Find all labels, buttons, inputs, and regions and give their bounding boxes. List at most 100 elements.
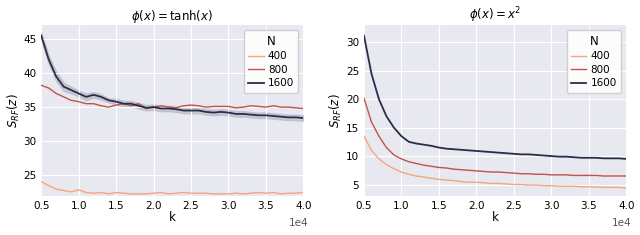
800 bbox=[172, 106, 180, 109]
800 bbox=[577, 174, 585, 177]
400 bbox=[600, 186, 607, 189]
1600 bbox=[210, 111, 218, 114]
800 bbox=[600, 175, 607, 177]
400 bbox=[75, 188, 83, 191]
1600 bbox=[120, 102, 127, 105]
1600 bbox=[127, 102, 135, 105]
400 bbox=[262, 192, 270, 195]
Text: 1e4: 1e4 bbox=[612, 218, 632, 228]
1600 bbox=[37, 34, 45, 37]
Line: 400: 400 bbox=[41, 182, 303, 194]
800 bbox=[187, 104, 195, 106]
1600 bbox=[187, 109, 195, 112]
800 bbox=[563, 173, 570, 176]
400 bbox=[442, 179, 450, 181]
800 bbox=[518, 172, 525, 175]
1600 bbox=[202, 110, 210, 113]
400 bbox=[239, 192, 247, 195]
Legend: 400, 800, 1600: 400, 800, 1600 bbox=[244, 30, 298, 93]
Text: 1e4: 1e4 bbox=[289, 218, 308, 228]
400 bbox=[383, 163, 390, 166]
800 bbox=[413, 162, 420, 165]
400 bbox=[495, 182, 502, 185]
800 bbox=[142, 107, 150, 110]
1600 bbox=[269, 115, 277, 118]
400 bbox=[540, 184, 548, 187]
400 bbox=[390, 167, 397, 170]
400 bbox=[135, 192, 143, 195]
800 bbox=[45, 86, 52, 89]
400 bbox=[502, 183, 510, 185]
800 bbox=[525, 172, 532, 175]
Legend: 400, 800, 1600: 400, 800, 1600 bbox=[566, 30, 621, 93]
800 bbox=[135, 102, 143, 105]
Line: 800: 800 bbox=[41, 85, 303, 109]
800 bbox=[390, 153, 397, 156]
1600 bbox=[157, 107, 165, 110]
400 bbox=[360, 135, 368, 137]
800 bbox=[593, 174, 600, 177]
1600 bbox=[383, 115, 390, 118]
400 bbox=[210, 192, 218, 195]
400 bbox=[127, 192, 135, 195]
1600 bbox=[585, 156, 593, 159]
1600 bbox=[105, 99, 113, 102]
800 bbox=[532, 173, 540, 176]
1600 bbox=[300, 117, 307, 119]
400 bbox=[300, 191, 307, 194]
800 bbox=[570, 174, 577, 177]
1600 bbox=[622, 157, 630, 160]
400 bbox=[269, 191, 277, 194]
800 bbox=[112, 104, 120, 106]
1600 bbox=[435, 146, 443, 149]
800 bbox=[232, 106, 240, 109]
1600 bbox=[510, 152, 518, 155]
800 bbox=[495, 171, 502, 173]
800 bbox=[247, 104, 255, 107]
800 bbox=[480, 170, 488, 173]
1600 bbox=[450, 148, 458, 151]
400 bbox=[195, 192, 202, 195]
1600 bbox=[112, 100, 120, 103]
1600 bbox=[397, 135, 405, 137]
800 bbox=[120, 102, 127, 105]
1600 bbox=[472, 149, 480, 152]
1600 bbox=[360, 34, 368, 37]
X-axis label: k: k bbox=[492, 211, 499, 224]
Y-axis label: $S_{RF}(z)$: $S_{RF}(z)$ bbox=[328, 93, 344, 128]
1600 bbox=[217, 110, 225, 113]
1600 bbox=[367, 72, 375, 75]
400 bbox=[622, 187, 630, 189]
1600 bbox=[607, 157, 615, 160]
800 bbox=[285, 106, 292, 109]
800 bbox=[164, 106, 172, 109]
400 bbox=[150, 192, 157, 195]
800 bbox=[458, 168, 465, 171]
800 bbox=[472, 169, 480, 172]
800 bbox=[360, 97, 368, 99]
1600 bbox=[232, 113, 240, 115]
400 bbox=[180, 191, 188, 194]
1600 bbox=[60, 85, 67, 88]
400 bbox=[563, 185, 570, 188]
1600 bbox=[428, 145, 435, 147]
1600 bbox=[83, 95, 90, 98]
800 bbox=[75, 100, 83, 103]
1600 bbox=[405, 141, 413, 143]
1600 bbox=[142, 106, 150, 109]
Line: 1600: 1600 bbox=[364, 35, 626, 159]
1600 bbox=[45, 58, 52, 61]
800 bbox=[375, 135, 383, 137]
400 bbox=[585, 185, 593, 188]
1600 bbox=[375, 98, 383, 101]
400 bbox=[277, 192, 285, 195]
1600 bbox=[180, 109, 188, 112]
800 bbox=[292, 106, 300, 109]
800 bbox=[83, 102, 90, 105]
800 bbox=[97, 104, 105, 107]
400 bbox=[172, 192, 180, 195]
800 bbox=[202, 106, 210, 109]
400 bbox=[367, 149, 375, 152]
400 bbox=[112, 191, 120, 194]
1600 bbox=[615, 157, 623, 160]
